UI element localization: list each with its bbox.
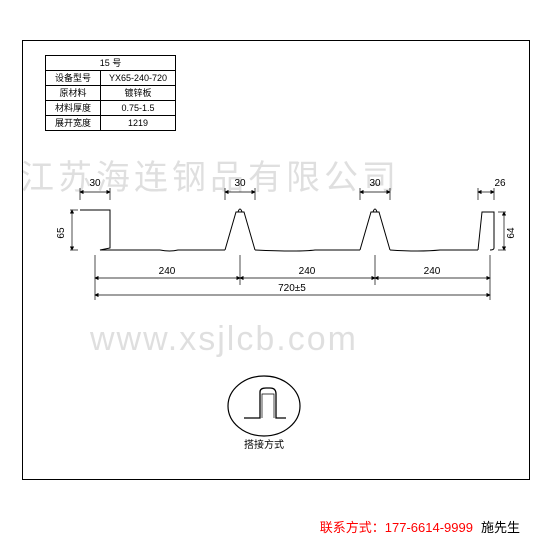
steel-profile — [80, 209, 494, 251]
contact-info: 联系方式：177-6614-9999 施先生 — [320, 517, 520, 536]
top-dims — [80, 188, 494, 200]
dim-label: 240 — [159, 266, 176, 277]
height-dims — [70, 210, 506, 250]
assembly-detail — [228, 376, 300, 436]
dim-label: 65 — [56, 227, 67, 239]
dim-label: 64 — [506, 227, 517, 239]
contact-phone: 177-6614-9999 — [385, 520, 473, 535]
profile-drawing: 30 30 30 26 65 64 240 240 240 720±5 搭接方式 — [0, 0, 550, 550]
dim-label: 240 — [299, 266, 316, 277]
contact-name: 施先生 — [481, 520, 520, 535]
dim-label: 30 — [89, 178, 101, 189]
dim-total: 720±5 — [278, 283, 306, 294]
assembly-caption: 搭接方式 — [244, 438, 284, 451]
dim-label: 30 — [234, 178, 246, 189]
dim-label: 240 — [424, 266, 441, 277]
dim-label: 26 — [494, 178, 506, 189]
contact-prefix: 联系方式： — [320, 520, 385, 535]
dim-label: 30 — [369, 178, 381, 189]
